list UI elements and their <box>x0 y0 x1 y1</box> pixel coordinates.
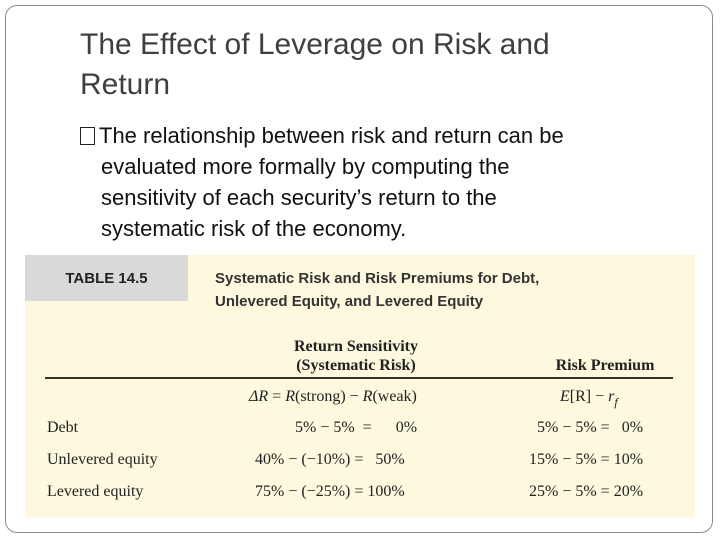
formula-r-strong-symbol: R <box>285 388 295 405</box>
column-header-sensitivity-line-2: (Systematic Risk) <box>296 357 416 374</box>
row-unlevered-label: Unlevered equity <box>47 451 158 468</box>
formula-delta-r: ΔR <box>249 388 269 405</box>
bullet-line-3: sensitivity of each security’s return to… <box>101 185 497 210</box>
formula-riskfree-r: r <box>608 388 615 405</box>
table-caption-line-2: Unlevered Equity, and Levered Equity <box>215 293 484 310</box>
column-header-risk-premium: Risk Premium <box>555 357 655 374</box>
table-header-rule <box>45 377 673 379</box>
formula-minus: − <box>345 388 363 405</box>
row-debt-sensitivity: 5% − 5% = 0% <box>295 419 418 436</box>
row-debt-label: Debt <box>47 419 79 436</box>
row-levered-label: Levered equity <box>47 483 144 500</box>
premium-formula: E[R] − rf <box>560 387 618 412</box>
formula-strong: (strong) <box>294 388 346 405</box>
slide-title: The Effect of Leverage on Risk and Retur… <box>80 25 680 105</box>
table-number-label: TABLE 14.5 <box>25 255 188 301</box>
formula-equals: = <box>268 388 286 405</box>
table-panel: TABLE 14.5 Systematic Risk and Risk Prem… <box>25 255 695 517</box>
row-unlevered-sensitivity: 40% − (−10%) = 50% <box>255 451 405 468</box>
title-line-2: Return <box>80 68 171 101</box>
bullet-line-1: The relationship between risk and return… <box>99 123 564 148</box>
column-header-sensitivity: Return Sensitivity (Systematic Risk) <box>265 337 447 375</box>
bullet-line-2: evaluated more formally by computing the <box>101 154 510 179</box>
bullet-paragraph: The relationship between risk and return… <box>80 120 680 244</box>
sensitivity-formula: ΔR = R(strong) − R(weak) <box>249 387 417 407</box>
table-caption: Systematic Risk and Risk Premiums for De… <box>215 267 539 313</box>
formula-r-weak-symbol: R <box>362 388 373 405</box>
formula-premium-minus: − <box>591 388 609 405</box>
row-levered-sensitivity: 75% − (−25%) = 100% <box>255 483 405 500</box>
formula-riskfree-subscript: f <box>614 395 618 409</box>
square-bullet-icon <box>80 127 95 145</box>
bullet-line-4: systematic risk of the economy. <box>101 216 407 241</box>
column-header-sensitivity-line-1: Return Sensitivity <box>294 338 418 355</box>
slide-frame <box>5 5 713 533</box>
table-caption-line-1: Systematic Risk and Risk Premiums for De… <box>215 270 540 287</box>
row-unlevered-premium: 15% − 5% = 10% <box>529 451 644 468</box>
row-debt-premium: 5% − 5% = 0% <box>537 419 644 436</box>
formula-weak: (weak) <box>372 388 417 405</box>
row-levered-premium: 25% − 5% = 20% <box>529 483 644 500</box>
formula-expectation: E <box>560 388 570 405</box>
formula-return-bracket: [R] <box>569 388 592 405</box>
title-line-1: The Effect of Leverage on Risk and <box>80 28 550 61</box>
